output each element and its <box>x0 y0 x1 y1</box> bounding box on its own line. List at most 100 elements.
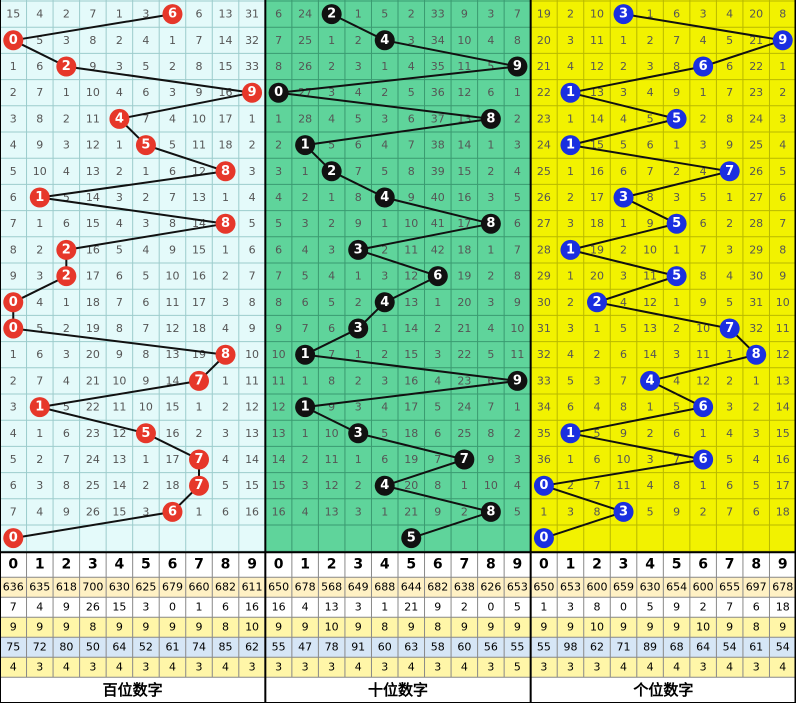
omission-cell: 6 <box>10 479 17 492</box>
omission-cell: 9 <box>408 191 415 204</box>
digit-header: 9 <box>778 557 788 573</box>
omission-cell: 7 <box>36 374 43 387</box>
draw-digit: 6 <box>433 269 442 284</box>
omission-cell: 5 <box>142 270 149 283</box>
omission-cell: 6 <box>487 86 494 99</box>
omission-cell: 2 <box>673 322 680 335</box>
omission-cell: 6 <box>355 139 362 152</box>
digit-header: 3 <box>88 557 98 573</box>
omission-cell: 10 <box>86 86 100 99</box>
draw-digit: 0 <box>9 33 18 48</box>
omission-cell: 7 <box>328 348 335 361</box>
digit-header: 4 <box>115 557 125 573</box>
omission-cell: 1 <box>275 112 282 125</box>
draw-ball <box>613 187 634 208</box>
omission-cell: 18 <box>192 322 206 335</box>
omission-cell: 2 <box>567 8 574 21</box>
draw-digit: 1 <box>566 242 575 257</box>
omission-cell: 9 <box>36 139 43 152</box>
omission-cell: 9 <box>487 453 494 466</box>
omission-cell: 32 <box>749 322 763 335</box>
omission-cell: 1 <box>567 453 574 466</box>
draw-digit: 6 <box>168 7 177 22</box>
stat-cell: 3 <box>142 601 149 614</box>
omission-cell: 14 <box>590 112 604 125</box>
stat-cell: 55 <box>537 641 551 654</box>
omission-cell: 10 <box>112 374 126 387</box>
omission-cell: 4 <box>567 60 574 73</box>
omission-cell: 23 <box>86 427 100 440</box>
stat-cell: 71 <box>617 641 631 654</box>
omission-cell: 4 <box>222 322 229 335</box>
omission-cell: 1 <box>673 296 680 309</box>
omission-cell: 9 <box>673 505 680 518</box>
stat-cell: 91 <box>351 641 365 654</box>
omission-cell: 11 <box>272 374 286 387</box>
draw-ball <box>321 161 342 182</box>
omission-cell: 6 <box>673 427 680 440</box>
omission-cell: 8 <box>10 243 17 256</box>
omission-cell: 3 <box>567 34 574 47</box>
omission-cell: 10 <box>457 34 471 47</box>
omission-cell: 6 <box>487 374 494 387</box>
omission-cell: 7 <box>116 296 123 309</box>
omission-cell: 26 <box>537 191 551 204</box>
omission-cell: 25 <box>298 34 312 47</box>
omission-cell: 14 <box>457 139 471 152</box>
draw-digit: 1 <box>566 138 575 153</box>
omission-cell: 3 <box>275 165 282 178</box>
draw-digit: 7 <box>725 321 734 336</box>
stat-cell: 9 <box>169 621 176 634</box>
omission-cell: 5 <box>514 191 521 204</box>
omission-cell: 2 <box>381 243 388 256</box>
omission-cell: 6 <box>275 243 282 256</box>
omission-cell: 4 <box>63 374 70 387</box>
omission-cell: 17 <box>404 401 418 414</box>
omission-cell: 7 <box>142 112 149 125</box>
digit-header: 1 <box>35 557 45 573</box>
omission-cell: 25 <box>749 139 763 152</box>
digit-header: 7 <box>725 557 735 573</box>
draw-ball <box>507 56 528 77</box>
stat-cell: 638 <box>454 581 475 594</box>
stat-cell: 4 <box>222 661 229 674</box>
omission-cell: 3 <box>142 217 149 230</box>
omission-cell: 1 <box>567 165 574 178</box>
omission-cell: 15 <box>86 217 100 230</box>
omission-cell: 1 <box>620 217 627 230</box>
stat-cell: 3 <box>567 601 574 614</box>
omission-cell: 1 <box>142 165 149 178</box>
omission-cell: 9 <box>700 296 707 309</box>
omission-cell: 9 <box>275 322 282 335</box>
omission-cell: 21 <box>404 505 418 518</box>
draw-digit: 7 <box>194 452 203 467</box>
draw-ball <box>640 370 661 391</box>
omission-cell: 10 <box>696 322 710 335</box>
omission-cell: 3 <box>487 8 494 21</box>
stat-cell: 9 <box>461 621 468 634</box>
omission-cell: 3 <box>567 322 574 335</box>
omission-cell: 15 <box>404 348 418 361</box>
omission-cell: 29 <box>749 243 763 256</box>
omission-cell: 13 <box>776 374 790 387</box>
omission-cell: 6 <box>249 243 256 256</box>
omission-cell: 33 <box>245 60 259 73</box>
draw-digit: 4 <box>380 190 389 205</box>
stat-cell: 3 <box>142 661 149 674</box>
omission-cell: 5 <box>116 243 123 256</box>
draw-digit: 5 <box>141 426 150 441</box>
omission-cell: 18 <box>404 427 418 440</box>
omission-cell: 2 <box>434 322 441 335</box>
omission-cell: 8 <box>620 401 627 414</box>
omission-cell: 4 <box>647 86 654 99</box>
omission-cell: 1 <box>10 60 17 73</box>
omission-cell: 12 <box>272 401 286 414</box>
omission-cell: 10 <box>325 427 339 440</box>
stat-cell: 5 <box>514 661 521 674</box>
stat-cell: 4 <box>673 661 680 674</box>
stat-cell: 3 <box>355 601 362 614</box>
draw-digit: 4 <box>115 111 124 126</box>
stat-cell: 660 <box>189 581 210 594</box>
omission-cell: 5 <box>726 34 733 47</box>
stat-cell: 655 <box>719 581 740 594</box>
